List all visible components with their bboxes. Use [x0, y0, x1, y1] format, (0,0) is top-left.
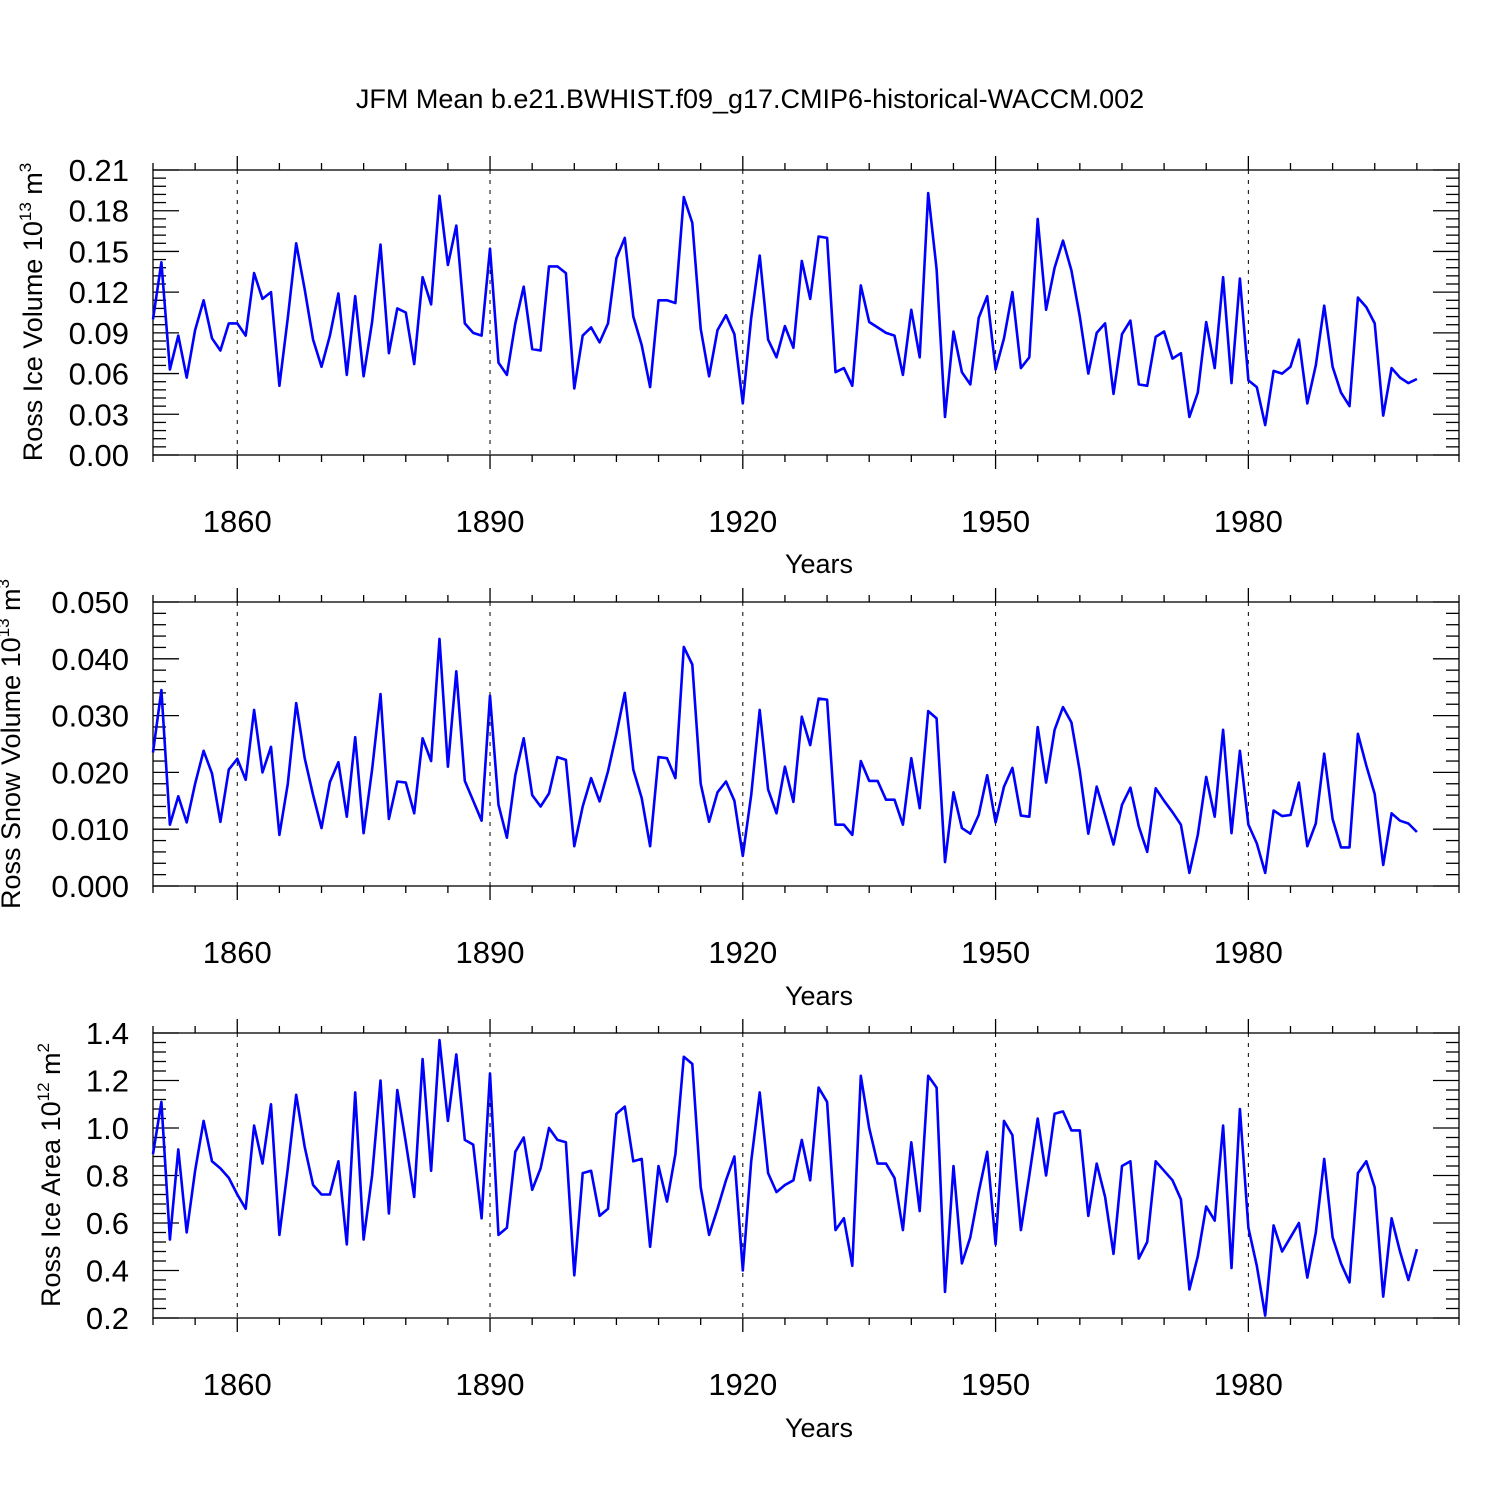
x-grid — [236, 170, 1249, 455]
x-tick-labels: 1860 1890 1920 1950 1980 — [203, 504, 1283, 539]
y-axis-title: Ross Snow Volume 1013 m3 — [0, 579, 26, 909]
y-tick-label: 0.000 — [51, 869, 129, 904]
x-tick-label: 1890 — [456, 504, 525, 539]
panel-ice-area: 1860 1890 1920 1950 1980 0.2 0.4 0.6 0.8 1.0 1.2 1… — [34, 1016, 1460, 1443]
x-tick-label: 1950 — [961, 935, 1030, 970]
x-tick-label: 1890 — [456, 1367, 525, 1402]
y-tick-label: 0.030 — [51, 699, 129, 734]
snow-volume-line — [151, 637, 1418, 875]
x-grid — [236, 602, 1249, 886]
y-tick-labels: 0.00 0.03 0.06 0.09 0.12 0.15 0.18 0.21 — [69, 153, 129, 473]
x-tick-label: 1950 — [961, 1367, 1030, 1402]
x-tick-label: 1860 — [203, 504, 272, 539]
x-tick-label: 1860 — [203, 1367, 272, 1402]
y-tick-labels: 0.2 0.4 0.6 0.8 1.0 1.2 1.4 — [86, 1016, 129, 1336]
y-tick-label: 0.21 — [69, 153, 129, 188]
x-tick-label: 1950 — [961, 504, 1030, 539]
y-tick-label: 0.12 — [69, 275, 129, 310]
x-tick-label: 1980 — [1214, 1367, 1283, 1402]
x-axis-title: Years — [785, 549, 853, 579]
panel-snow-volume: 1860 1890 1920 1950 1980 0.000 0.010 0.020 0.03… — [0, 579, 1460, 1011]
x-tick-labels: 1860 1890 1920 1950 1980 — [203, 935, 1283, 970]
x-tick-label: 1920 — [708, 1367, 777, 1402]
x-tick-label: 1980 — [1214, 504, 1283, 539]
y-tick-label: 0.00 — [69, 438, 129, 473]
x-tick-label: 1860 — [203, 935, 272, 970]
x-grid — [236, 1033, 1249, 1318]
y-tick-label: 1.2 — [86, 1064, 129, 1099]
axis-ticks — [152, 1019, 1460, 1332]
y-tick-label: 0.4 — [86, 1254, 129, 1289]
y-axis-title: Ross Ice Area 1012 m2 — [34, 1043, 66, 1307]
y-tick-label: 0.050 — [51, 585, 129, 620]
figure-title: JFM Mean b.e21.BWHIST.f09_g17.CMIP6-hist… — [356, 84, 1144, 114]
y-tick-label: 0.15 — [69, 234, 129, 269]
y-tick-label: 0.06 — [69, 357, 129, 392]
y-tick-label: 0.040 — [51, 642, 129, 677]
ice-volume-line — [151, 191, 1418, 427]
x-axis-title: Years — [785, 981, 853, 1011]
ice-area-line — [151, 1038, 1419, 1317]
y-tick-label: 0.03 — [69, 397, 129, 432]
y-tick-label: 0.8 — [86, 1159, 129, 1194]
y-tick-label: 0.6 — [86, 1206, 129, 1241]
y-tick-label: 1.0 — [86, 1111, 129, 1146]
x-tick-label: 1890 — [456, 935, 525, 970]
y-tick-label: 0.2 — [86, 1301, 129, 1336]
panel-ice-volume: 1860 1890 1920 1950 1980 0.00 0.03 0.06 0.09 0.1… — [16, 153, 1460, 579]
y-tick-label: 0.18 — [69, 194, 129, 229]
y-tick-label: 0.09 — [69, 316, 129, 351]
x-tick-label: 1920 — [708, 935, 777, 970]
x-tick-label: 1920 — [708, 504, 777, 539]
y-tick-labels: 0.000 0.010 0.020 0.030 0.040 0.050 — [51, 585, 129, 904]
x-tick-labels: 1860 1890 1920 1950 1980 — [203, 1367, 1283, 1402]
y-axis-title: Ross Ice Volume 1013 m3 — [16, 163, 48, 462]
y-tick-label: 0.010 — [51, 812, 129, 847]
axis-ticks — [152, 588, 1460, 900]
x-tick-label: 1980 — [1214, 935, 1283, 970]
y-tick-label: 0.020 — [51, 755, 129, 790]
y-tick-label: 1.4 — [86, 1016, 129, 1051]
x-axis-title: Years — [785, 1413, 853, 1443]
